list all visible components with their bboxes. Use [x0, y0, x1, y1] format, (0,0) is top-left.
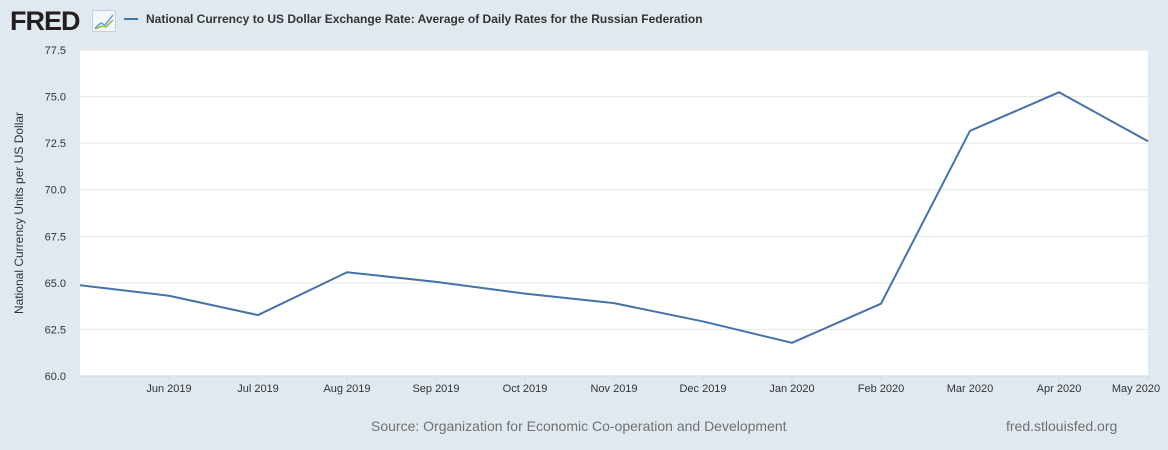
- legend-swatch: [124, 18, 138, 20]
- y-tick-label: 62.5: [45, 324, 66, 336]
- x-tick-label: Dec 2019: [679, 383, 726, 395]
- y-axis-label: National Currency Units per US Dollar: [12, 112, 26, 314]
- source-url[interactable]: fred.stlouisfed.org: [1006, 418, 1118, 434]
- y-tick-label: 70.0: [45, 185, 66, 197]
- x-tick-label: Jul 2019: [237, 383, 279, 395]
- fred-logo[interactable]: FRED: [10, 6, 80, 36]
- y-tick-label: 60.0: [45, 371, 66, 383]
- source-note: Source: Organization for Economic Co-ope…: [371, 418, 787, 434]
- x-tick-label: Jun 2019: [146, 383, 191, 395]
- y-tick-label: 72.5: [45, 138, 66, 150]
- x-tick-label: Sep 2019: [412, 383, 459, 395]
- x-tick-label: Mar 2020: [947, 383, 993, 395]
- x-tick-label: Apr 2020: [1037, 383, 1082, 395]
- x-tick-label: Nov 2019: [590, 383, 637, 395]
- legend: National Currency to US Dollar Exchange …: [124, 12, 703, 26]
- x-tick-label: Aug 2019: [323, 383, 370, 395]
- y-tick-label: 67.5: [45, 231, 66, 243]
- legend-label: National Currency to US Dollar Exchange …: [146, 12, 703, 26]
- plot-area: [80, 50, 1148, 376]
- y-tick-label: 65.0: [45, 278, 66, 290]
- x-tick-label: Jan 2020: [769, 383, 814, 395]
- x-tick-label: May 2020: [1112, 383, 1160, 395]
- y-tick-label: 77.5: [45, 45, 66, 57]
- y-tick-label: 75.0: [45, 92, 66, 104]
- fred-graph-icon: [92, 10, 116, 32]
- x-tick-label: Feb 2020: [858, 383, 904, 395]
- x-tick-label: Oct 2019: [503, 383, 548, 395]
